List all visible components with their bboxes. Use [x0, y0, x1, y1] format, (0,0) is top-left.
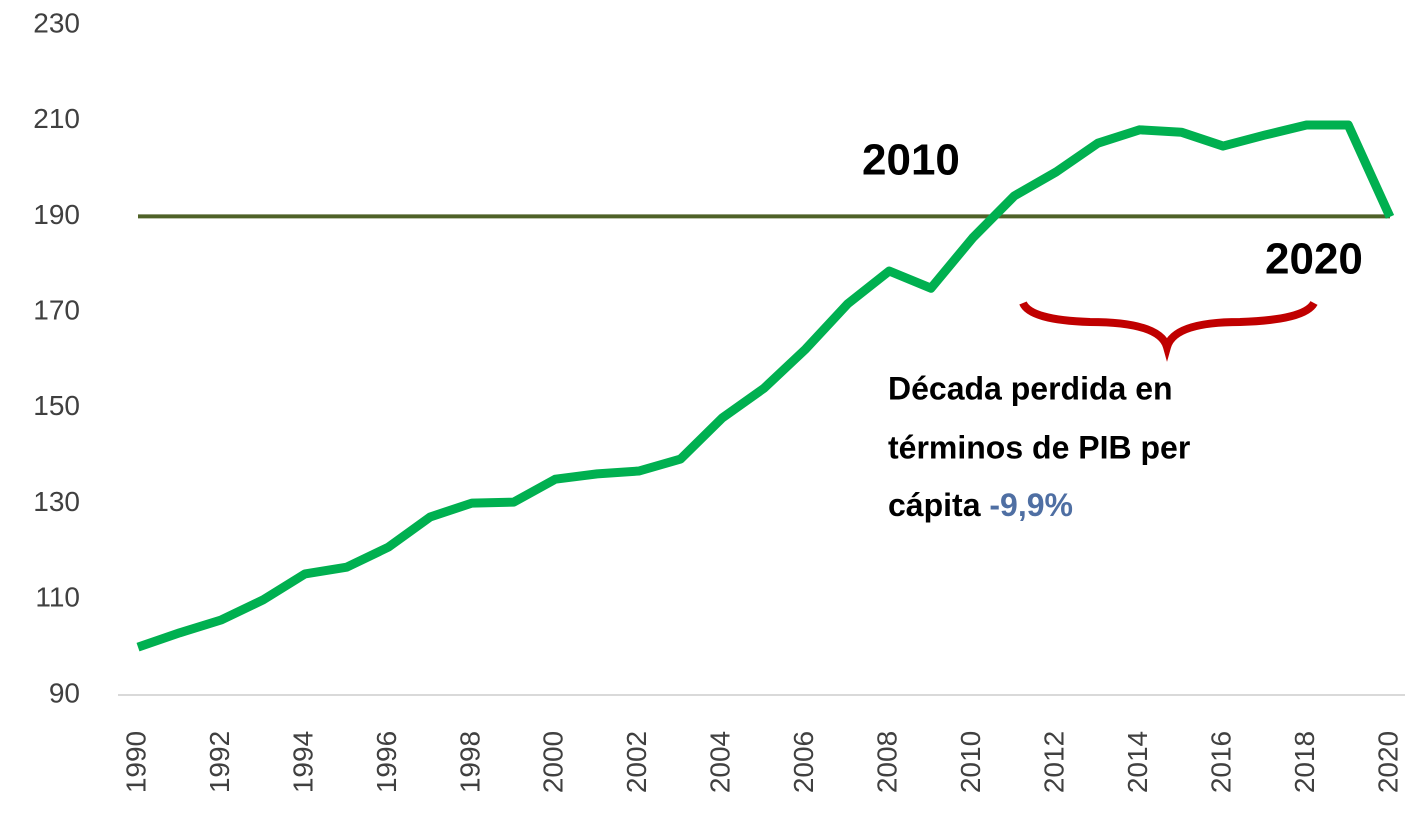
- note-value: -9,9%: [989, 487, 1073, 523]
- x-tick-label: 2012: [1039, 731, 1070, 793]
- x-tick-label: 2006: [788, 731, 819, 793]
- note-line: Década perdida en: [888, 370, 1173, 406]
- x-tick-label: 2014: [1122, 731, 1153, 793]
- y-tick-label: 130: [33, 486, 80, 517]
- y-tick-label: 190: [33, 199, 80, 230]
- x-tick-label: 2018: [1289, 731, 1320, 793]
- y-tick-label: 90: [49, 677, 80, 708]
- x-tick-label: 2000: [538, 731, 569, 793]
- x-tick-label: 1998: [454, 731, 485, 793]
- x-tick-label: 1994: [287, 731, 318, 793]
- y-tick-label: 150: [33, 390, 80, 421]
- data-line: [136, 120, 1395, 652]
- x-tick-label: 2010: [955, 731, 986, 793]
- note-line-text: cápita: [888, 487, 981, 523]
- annotation-2020: 2020: [1265, 235, 1363, 284]
- x-tick-label: 1992: [204, 731, 235, 793]
- y-tick-label: 230: [33, 7, 80, 38]
- y-tick-label: 110: [35, 582, 80, 613]
- brace: [1019, 300, 1318, 362]
- annotation-2010: 2010: [862, 136, 960, 185]
- y-tick-label: 170: [33, 295, 80, 326]
- plot: 90 110 130 150 170 190 210 230 1990 1992 1994 1996 1…: [33, 7, 1405, 793]
- note-line: cápita -9,9%: [888, 487, 1073, 523]
- x-tick-label: 2016: [1205, 731, 1236, 793]
- x-tick-label: 2004: [705, 731, 736, 793]
- x-tick-label: 1996: [371, 731, 402, 793]
- x-tick-label: 1990: [120, 731, 151, 793]
- note-line: términos de PIB per: [888, 429, 1190, 465]
- x-tick-label: 2020: [1372, 731, 1403, 793]
- x-tick-label: 2002: [621, 731, 652, 793]
- x-tick-label: 2008: [872, 731, 903, 793]
- y-tick-label: 210: [33, 103, 80, 134]
